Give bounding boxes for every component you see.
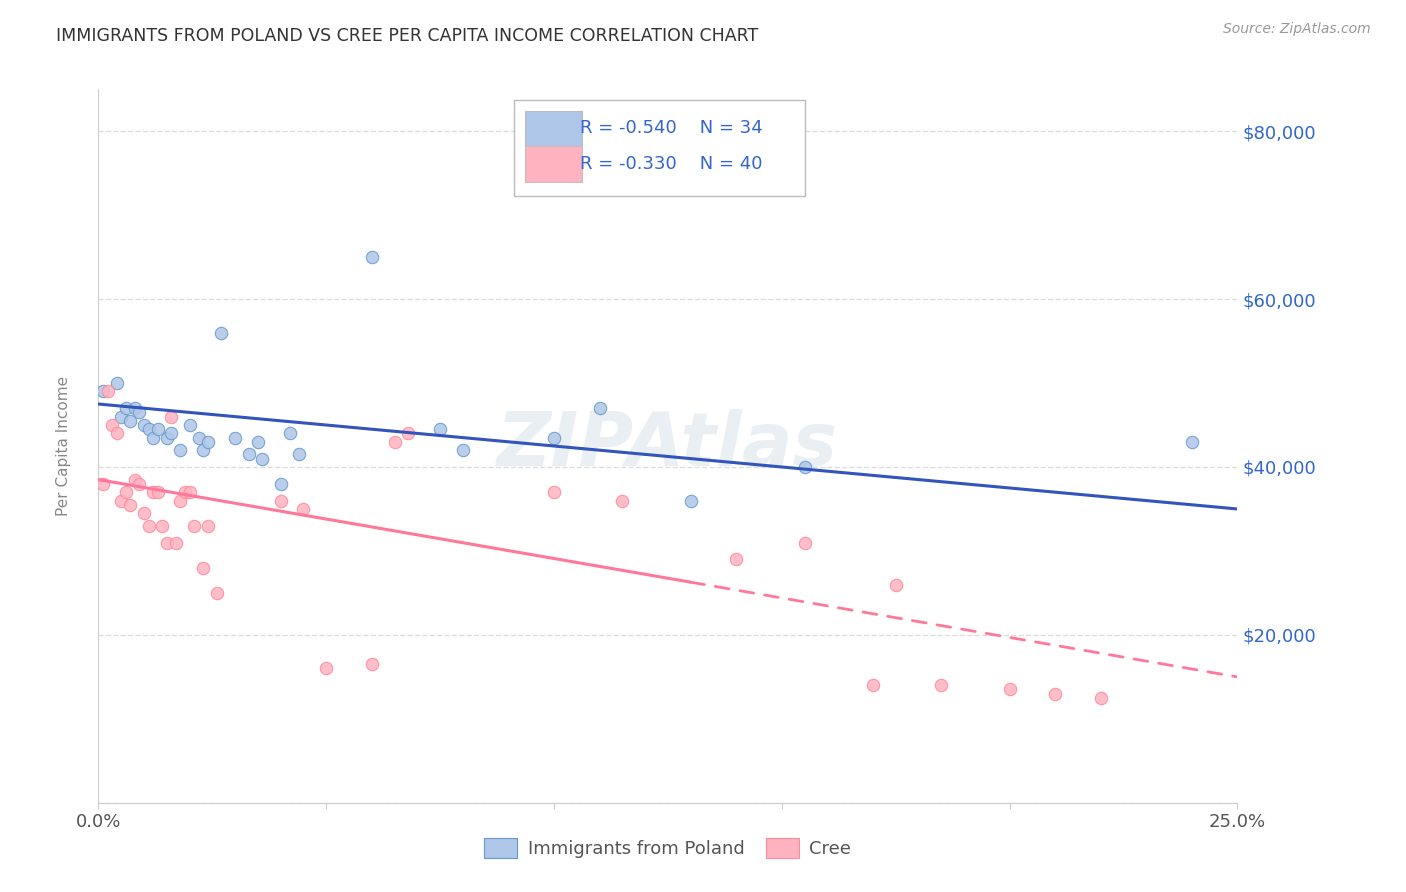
Point	[252, 451, 274, 466]
Point	[193, 443, 215, 458]
Point	[270, 476, 292, 491]
Point	[146, 485, 169, 500]
Point	[205, 586, 228, 600]
Text: R = -0.540    N = 34: R = -0.540 N = 34	[581, 120, 763, 137]
Point	[150, 518, 173, 533]
FancyBboxPatch shape	[515, 100, 804, 196]
Point	[793, 535, 815, 549]
Point	[278, 426, 301, 441]
Point	[998, 682, 1021, 697]
Point	[315, 661, 337, 675]
Point	[132, 417, 155, 432]
Point	[124, 401, 146, 416]
Point	[169, 443, 191, 458]
Point	[543, 485, 565, 500]
Point	[209, 326, 232, 340]
Point	[105, 426, 128, 441]
Point	[96, 384, 118, 399]
Point	[543, 431, 565, 445]
Point	[110, 409, 132, 424]
Point	[142, 485, 165, 500]
Point	[929, 678, 952, 692]
Legend: Immigrants from Poland, Cree: Immigrants from Poland, Cree	[477, 830, 859, 865]
Point	[120, 498, 142, 512]
Point	[193, 560, 215, 574]
Point	[101, 417, 124, 432]
Text: R = -0.330    N = 40: R = -0.330 N = 40	[581, 155, 762, 173]
Point	[862, 678, 884, 692]
Text: Source: ZipAtlas.com: Source: ZipAtlas.com	[1223, 22, 1371, 37]
Point	[360, 657, 382, 672]
Point	[169, 493, 191, 508]
Point	[91, 476, 114, 491]
Point	[156, 535, 179, 549]
FancyBboxPatch shape	[526, 111, 582, 146]
Point	[238, 447, 260, 461]
Point	[142, 431, 165, 445]
Point	[384, 434, 406, 449]
Point	[292, 502, 315, 516]
Point	[128, 476, 150, 491]
Point	[1181, 434, 1204, 449]
Point	[160, 426, 183, 441]
Point	[1043, 687, 1066, 701]
Point	[110, 493, 132, 508]
FancyBboxPatch shape	[526, 146, 582, 182]
Point	[197, 518, 219, 533]
Point	[156, 431, 179, 445]
Point	[114, 401, 136, 416]
Text: ZIPAtlas: ZIPAtlas	[498, 409, 838, 483]
Point	[179, 485, 201, 500]
Point	[105, 376, 128, 390]
Point	[120, 414, 142, 428]
Text: IMMIGRANTS FROM POLAND VS CREE PER CAPITA INCOME CORRELATION CHART: IMMIGRANTS FROM POLAND VS CREE PER CAPIT…	[56, 27, 758, 45]
Point	[174, 485, 197, 500]
Point	[114, 485, 136, 500]
Text: Per Capita Income: Per Capita Income	[56, 376, 70, 516]
Point	[451, 443, 474, 458]
Point	[1090, 690, 1112, 705]
Point	[725, 552, 748, 566]
Point	[183, 518, 205, 533]
Point	[160, 409, 183, 424]
Point	[179, 417, 201, 432]
Point	[396, 426, 419, 441]
Point	[187, 431, 209, 445]
Point	[138, 518, 160, 533]
Point	[429, 422, 451, 436]
Point	[124, 473, 146, 487]
Point	[146, 422, 169, 436]
Point	[246, 434, 269, 449]
Point	[288, 447, 311, 461]
Point	[138, 422, 160, 436]
Point	[132, 506, 155, 520]
Point	[612, 493, 634, 508]
Point	[270, 493, 292, 508]
Point	[884, 577, 907, 591]
Point	[793, 460, 815, 475]
Point	[91, 384, 114, 399]
Point	[360, 250, 382, 264]
Point	[165, 535, 187, 549]
Point	[197, 434, 219, 449]
Point	[588, 401, 610, 416]
Point	[128, 405, 150, 419]
Point	[679, 493, 702, 508]
Point	[224, 431, 246, 445]
